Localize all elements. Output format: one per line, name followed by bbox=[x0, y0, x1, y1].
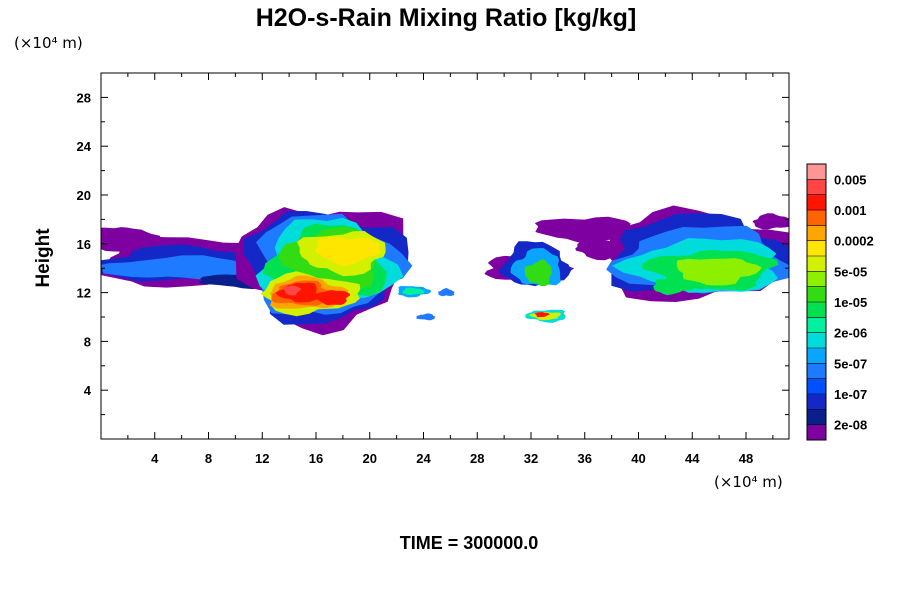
colorbar-swatch bbox=[807, 424, 826, 441]
x-tick-label: 36 bbox=[578, 451, 592, 466]
y-axis-label: Height bbox=[33, 228, 54, 288]
x-tick-label: 24 bbox=[416, 451, 431, 466]
colorbar-swatch bbox=[807, 332, 826, 349]
colorbar-label: 1e-07 bbox=[834, 387, 867, 402]
colorbar-label: 5e-07 bbox=[834, 356, 867, 371]
colorbar-swatch bbox=[807, 286, 826, 303]
x-unit-label: (×10⁴ m) bbox=[714, 473, 783, 491]
contour-region bbox=[676, 258, 762, 286]
contour-region bbox=[314, 236, 382, 267]
x-tick-label: 44 bbox=[685, 451, 700, 466]
colorbar-swatch bbox=[807, 394, 826, 410]
contour-region bbox=[283, 285, 302, 296]
x-tick-label: 8 bbox=[205, 451, 212, 466]
colorbar-swatch bbox=[807, 378, 826, 395]
y-tick-label: 16 bbox=[77, 237, 91, 252]
colorbar: 2e-08 1e-07 5e-07 2e-06 1e-05 5e-05 0.0002 0.00… bbox=[806, 163, 874, 441]
y-tick-label: 8 bbox=[84, 334, 91, 349]
contour-region bbox=[752, 213, 789, 230]
colorbar-label: 0.005 bbox=[834, 172, 867, 187]
x-tick-label: 48 bbox=[739, 451, 753, 466]
y-tick-label: 24 bbox=[77, 139, 92, 154]
y-unit-label: (×10⁴ m) bbox=[14, 34, 83, 52]
contour-region bbox=[402, 287, 425, 296]
contour-region bbox=[534, 312, 550, 318]
x-axis: 4 8 12 16 20 24 28 32 36 40 44 48 bbox=[127, 73, 774, 466]
colorbar-label: 2e-06 bbox=[834, 326, 867, 341]
contour-fields bbox=[101, 205, 789, 336]
x-tick-label: 4 bbox=[151, 451, 159, 466]
colorbar-label: 5e-05 bbox=[834, 264, 867, 279]
y-tick-label: 28 bbox=[77, 90, 91, 105]
x-tick-label: 20 bbox=[363, 451, 377, 466]
x-tick-label: 32 bbox=[524, 451, 538, 466]
plot-frame bbox=[100, 72, 790, 440]
colorbar-swatch bbox=[807, 164, 826, 180]
colorbar-label: 1e-05 bbox=[834, 295, 867, 310]
colorbar-swatch bbox=[807, 210, 826, 226]
x-tick-label: 16 bbox=[309, 451, 323, 466]
y-tick-label: 12 bbox=[77, 286, 91, 301]
colorbar-swatch bbox=[807, 256, 826, 272]
y-tick-label: 4 bbox=[84, 383, 92, 398]
x-tick-label: 12 bbox=[255, 451, 269, 466]
colorbar-swatch bbox=[807, 302, 826, 318]
chart-title: H2O-s-Rain Mixing Ratio [kg/kg] bbox=[256, 4, 637, 32]
colorbar-swatch bbox=[807, 348, 826, 364]
contour-region bbox=[438, 288, 455, 297]
contour-region bbox=[524, 259, 552, 287]
x-tick-label: 28 bbox=[470, 451, 484, 466]
y-axis: 4 8 12 16 20 24 28 bbox=[77, 90, 789, 416]
colorbar-label: 2e-08 bbox=[834, 418, 867, 433]
contour-region bbox=[101, 255, 260, 280]
colorbar-swatch bbox=[807, 363, 826, 380]
colorbar-swatch bbox=[807, 271, 826, 288]
colorbar-swatch bbox=[807, 409, 826, 426]
y-tick-label: 20 bbox=[77, 188, 91, 203]
contour-region bbox=[416, 313, 436, 321]
colorbar-swatch bbox=[807, 240, 826, 257]
colorbar-swatch bbox=[807, 225, 826, 242]
time-annotation: TIME = 300000.0 bbox=[400, 533, 539, 553]
colorbar-swatch bbox=[807, 194, 826, 211]
contour-region bbox=[534, 216, 634, 244]
colorbar-swatch bbox=[807, 317, 826, 334]
x-tick-label: 40 bbox=[631, 451, 645, 466]
colorbar-swatch bbox=[807, 179, 826, 196]
contour-region bbox=[653, 279, 694, 296]
colorbar-label: 0.001 bbox=[834, 203, 867, 218]
contour-region bbox=[311, 290, 350, 306]
colorbar-label: 0.0002 bbox=[834, 234, 874, 249]
